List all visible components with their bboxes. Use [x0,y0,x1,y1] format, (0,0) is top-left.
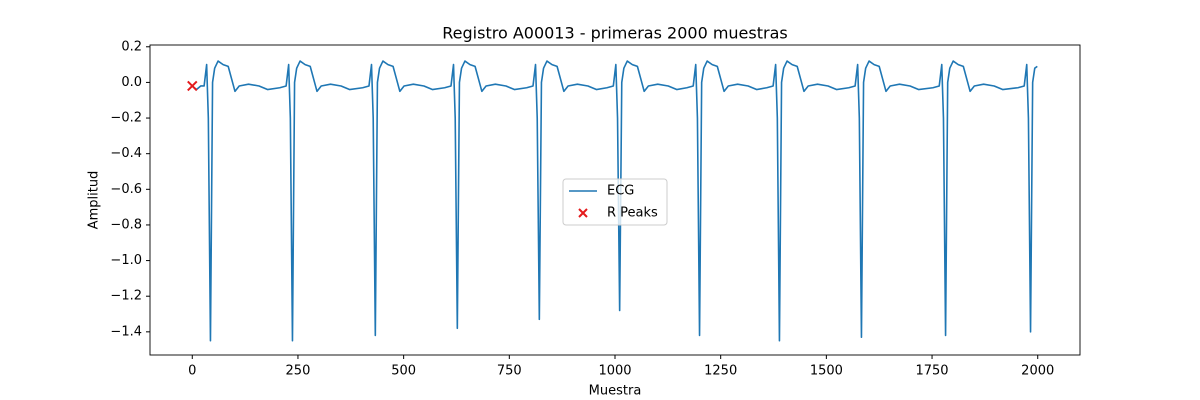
y-tick-label: −0.4 [110,146,142,161]
x-tick-label: 1000 [598,364,631,379]
y-tick-label: −0.6 [110,182,142,197]
y-tick-label: −1.0 [110,253,142,268]
x-tick-label: 750 [497,364,522,379]
marker [187,80,198,92]
y-tick-label: −0.8 [110,217,142,232]
x-axis-label: Muestra [589,384,642,399]
y-axis-label: Amplitud [87,171,102,230]
chart-title: Registro A00013 - primeras 2000 muestras [442,24,787,43]
x-tick-label: 0 [188,364,196,379]
axes-frame [149,44,1081,356]
y-tick-label: 0.0 [121,75,142,90]
legend-label: R Peaks [607,206,658,221]
x-tick-label: 1500 [810,364,843,379]
x-tick-label: 1250 [704,364,737,379]
y-tick-label: 0.2 [121,39,142,54]
legend-label: ECG [607,184,634,199]
ecg-line [191,60,1038,342]
marker [578,208,588,218]
x-tick-label: 250 [286,364,311,379]
x-tick-label: 500 [391,364,416,379]
x-tick-label: 1750 [915,364,948,379]
y-tick-label: −0.2 [110,111,142,126]
x-tick-label: 2000 [1021,364,1054,379]
y-tick-label: −1.4 [110,324,142,339]
y-tick-label: −1.2 [110,289,142,304]
